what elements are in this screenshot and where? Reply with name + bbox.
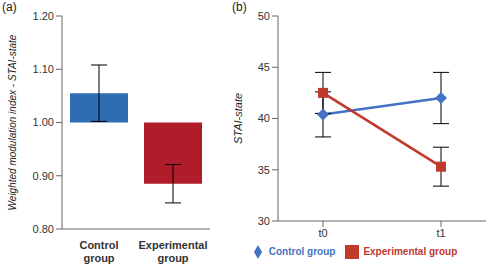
svg-text:30: 30: [258, 215, 270, 227]
svg-text:Controlgroup: Controlgroup: [79, 239, 118, 264]
svg-text:1.00: 1.00: [33, 116, 54, 128]
svg-text:Experimentalgroup: Experimentalgroup: [138, 239, 207, 264]
svg-text:1.10: 1.10: [33, 63, 54, 75]
svg-text:t1: t1: [436, 227, 445, 239]
svg-text:35: 35: [258, 164, 270, 176]
svg-text:50: 50: [258, 10, 270, 22]
svg-text:0.90: 0.90: [33, 170, 54, 182]
svg-text:STAI-state: STAI-state: [232, 93, 244, 144]
html-text:(a): (a): [2, 0, 17, 14]
svg-text:t0: t0: [318, 227, 327, 239]
svg-text:1.20: 1.20: [33, 10, 54, 22]
svg-text:Weighted modulation index - ST: Weighted modulation index - STAI-state: [8, 34, 18, 210]
html-text:Control group: Control group: [268, 245, 336, 257]
svg-text:40: 40: [258, 112, 270, 124]
html-text:Experimental group: Experimental group: [363, 245, 458, 257]
svg-text:45: 45: [258, 61, 270, 73]
svg-text:0.80: 0.80: [33, 223, 54, 235]
html-text:(b): (b): [232, 0, 247, 14]
